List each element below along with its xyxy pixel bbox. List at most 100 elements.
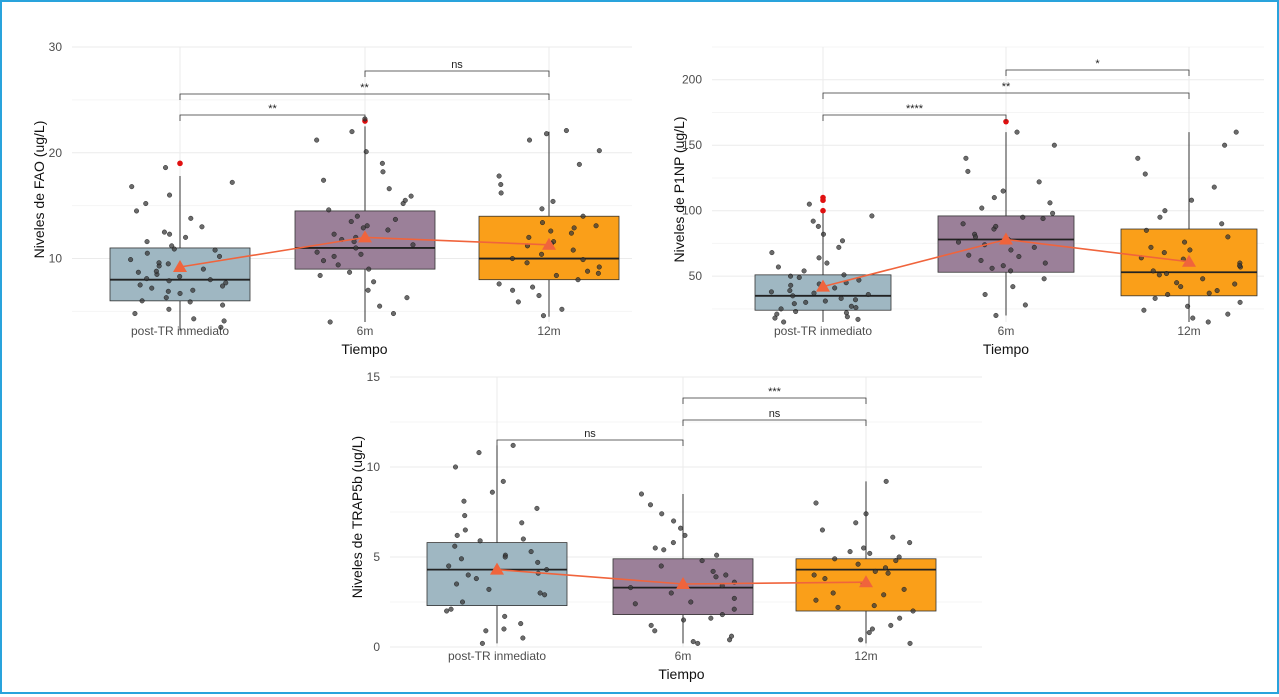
data-point <box>539 251 545 257</box>
data-point <box>129 184 135 190</box>
mean-marker <box>816 279 830 292</box>
data-point <box>537 590 543 596</box>
data-point <box>498 190 504 196</box>
bracket-line <box>179 114 366 121</box>
data-point <box>568 230 574 236</box>
data-point <box>658 563 664 569</box>
data-point <box>1156 272 1162 278</box>
x-tick-label: 12m <box>1177 324 1200 338</box>
significance-bracket: ** <box>179 82 550 100</box>
data-point <box>191 316 197 322</box>
data-point <box>668 590 674 596</box>
data-point <box>1182 239 1188 245</box>
bracket-line <box>496 439 684 446</box>
data-point <box>901 586 907 592</box>
data-point <box>165 261 171 267</box>
y-tick-label: 15 <box>367 370 381 384</box>
data-point <box>1206 290 1212 296</box>
y-tick-label: 30 <box>49 40 63 54</box>
data-point <box>688 599 694 605</box>
data-point <box>218 324 224 330</box>
data-point <box>163 295 169 301</box>
data-point <box>781 319 787 325</box>
data-point <box>822 576 828 582</box>
data-point <box>1162 208 1168 214</box>
data-point <box>897 615 903 621</box>
data-point <box>596 264 602 270</box>
data-point <box>128 257 134 263</box>
data-point <box>708 615 714 621</box>
x-tick-label: 6m <box>998 324 1015 338</box>
x-tick-label: 6m <box>357 324 374 338</box>
x-tick-label: 12m <box>854 649 877 663</box>
data-point <box>526 234 532 240</box>
data-point <box>838 295 844 301</box>
x-tick-label: 6m <box>675 649 692 663</box>
bracket-line <box>364 70 550 77</box>
data-point <box>502 613 508 619</box>
data-point <box>132 311 138 317</box>
data-point <box>570 247 576 253</box>
data-point <box>1222 142 1228 148</box>
data-point <box>1051 142 1057 148</box>
data-point <box>314 137 320 143</box>
data-point <box>190 287 196 293</box>
data-point <box>963 155 969 161</box>
significance-label: ** <box>268 103 277 115</box>
data-point <box>638 491 644 497</box>
outlier-point <box>820 207 826 214</box>
data-point <box>501 626 507 632</box>
data-point <box>528 549 534 555</box>
significance-label: ns <box>451 59 463 71</box>
mean-marker <box>676 577 690 589</box>
data-point <box>659 511 665 517</box>
data-point <box>690 639 696 645</box>
data-point <box>535 559 541 565</box>
data-point <box>331 253 337 259</box>
data-point <box>855 561 861 567</box>
bracket-line <box>1005 69 1190 76</box>
y-tick-label: 10 <box>49 252 63 266</box>
data-point <box>1036 179 1042 185</box>
significance-bracket: **** <box>822 103 1007 121</box>
data-point <box>593 223 599 229</box>
chart-panel-1: 10 20 30 post-TR inmediato 6m 12m Tiempo Nivele… <box>31 40 632 357</box>
data-point <box>540 313 546 319</box>
significance-label: **** <box>906 103 924 115</box>
data-point <box>910 608 916 614</box>
data-point <box>1141 307 1147 313</box>
data-point <box>796 274 802 280</box>
data-point <box>500 478 506 484</box>
data-point <box>571 225 577 231</box>
x-axis-title: Tiempo <box>983 341 1029 357</box>
data-point <box>710 568 716 574</box>
x-axis-title: Tiempo <box>658 666 704 682</box>
data-point <box>813 597 819 603</box>
data-point <box>888 622 894 628</box>
bracket-line <box>179 93 550 100</box>
significance-bracket: ** <box>179 103 366 121</box>
data-point <box>165 288 171 294</box>
data-point <box>714 552 720 558</box>
chart-panel-2: 50 100 150 200 post-TR inmediato 6m 12m Tiempo N… <box>671 46 1264 357</box>
data-point <box>841 272 847 278</box>
data-point <box>628 585 634 591</box>
data-point <box>217 253 223 259</box>
data-point <box>819 527 825 533</box>
data-point <box>1205 319 1211 325</box>
data-point <box>775 264 781 270</box>
data-point <box>993 312 999 318</box>
data-point <box>596 148 602 154</box>
data-point <box>390 311 396 317</box>
data-point <box>896 554 902 560</box>
data-point <box>1225 234 1231 240</box>
bracket-line <box>822 114 1007 121</box>
data-point <box>881 592 887 598</box>
data-point <box>978 257 984 263</box>
data-point <box>1050 210 1056 216</box>
data-point <box>835 604 841 610</box>
data-point <box>869 213 875 219</box>
mean-marker <box>358 230 372 243</box>
data-point <box>839 238 845 244</box>
data-point <box>723 572 729 578</box>
